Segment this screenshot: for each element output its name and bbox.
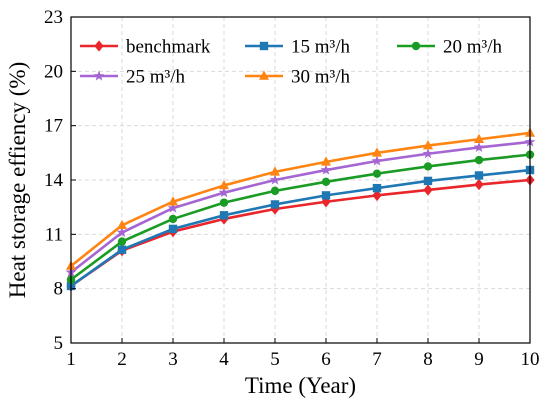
data-point: [422, 140, 434, 150]
data-point: [473, 133, 485, 144]
data-point: [474, 155, 484, 165]
data-point: [320, 164, 332, 175]
legend-label: 20 m³/h: [443, 37, 503, 58]
x-tick-label: 7: [372, 349, 382, 370]
legend-label: 30 m³/h: [291, 67, 351, 88]
data-point: [270, 186, 280, 196]
legend-marker: [93, 70, 105, 81]
data-point: [168, 224, 178, 234]
legend-item: 30 m³/h: [245, 67, 351, 88]
series-line: [70, 168, 531, 288]
data-point: [371, 147, 383, 157]
x-tick-label: 6: [321, 349, 331, 370]
series-layer: [65, 127, 536, 292]
data-point: [371, 155, 383, 166]
data-point: [116, 226, 128, 238]
legend-marker: [411, 41, 421, 51]
data-point: [167, 202, 179, 213]
x-tick-label: 1: [66, 349, 76, 370]
x-tick-label: 4: [219, 349, 229, 370]
data-point: [117, 237, 127, 246]
data-point: [422, 148, 434, 159]
data-point: [372, 189, 382, 202]
x-axis-title: Time (Year): [245, 373, 356, 398]
series-line: [70, 131, 531, 268]
legend-marker: [259, 41, 269, 51]
data-point: [321, 191, 331, 200]
data-point: [116, 219, 128, 230]
series-3: [66, 150, 535, 284]
data-point: [218, 179, 230, 190]
data-point: [474, 171, 484, 180]
x-tick-label: 9: [474, 349, 484, 370]
legend-item: benchmark: [80, 37, 211, 58]
data-point: [321, 177, 331, 187]
y-tick-label: 8: [54, 279, 64, 300]
x-tick-label: 3: [168, 349, 178, 370]
x-tick-label: 5: [270, 349, 280, 370]
legend-label: 15 m³/h: [291, 37, 351, 58]
data-point: [168, 214, 178, 224]
legend: benchmark 15 m³/h 20 m³/h 25 m³/h 30 m³/h: [80, 37, 503, 88]
data-point: [474, 178, 484, 191]
data-point: [219, 211, 229, 220]
y-tick-label: 17: [44, 116, 63, 137]
legend-marker: [258, 70, 270, 80]
x-tick-label: 8: [423, 349, 433, 370]
data-point: [218, 187, 230, 198]
y-tick-label: 20: [44, 61, 63, 82]
data-point: [269, 166, 281, 176]
data-point: [270, 200, 280, 209]
data-point: [372, 169, 382, 178]
series-1: [66, 174, 535, 292]
data-point: [423, 176, 433, 186]
y-tick-label: 11: [45, 224, 63, 245]
series-line: [70, 153, 531, 281]
legend-marker: [94, 40, 104, 52]
data-point: [423, 162, 433, 171]
legend-label: 25 m³/h: [126, 67, 186, 88]
legend-item: 25 m³/h: [80, 67, 186, 88]
data-point: [423, 184, 433, 196]
data-point: [372, 183, 382, 193]
y-tick-label: 23: [44, 7, 63, 28]
x-tick-label: 2: [117, 349, 127, 370]
data-point: [269, 174, 281, 185]
data-point: [473, 141, 485, 152]
legend-item: 20 m³/h: [397, 37, 503, 58]
x-tick-label: 10: [521, 349, 540, 370]
data-point: [219, 198, 229, 207]
series-line: [70, 140, 531, 274]
data-point: [117, 245, 127, 254]
y-tick-label: 14: [44, 170, 64, 191]
y-axis-title: Heat storage effiency (%): [5, 62, 30, 298]
series-line: [70, 178, 531, 288]
data-point: [167, 196, 179, 206]
data-point: [320, 156, 332, 166]
legend-label: benchmark: [126, 37, 211, 58]
y-tick-label: 5: [54, 333, 64, 354]
series-2: [66, 165, 535, 291]
legend-item: 15 m³/h: [245, 37, 351, 58]
